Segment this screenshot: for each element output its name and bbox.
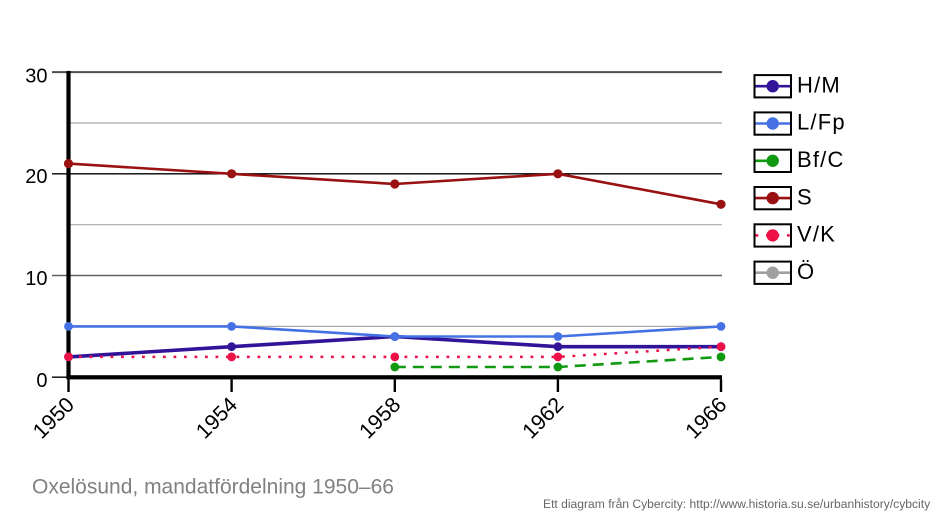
svg-text:0: 0 <box>36 370 47 392</box>
svg-text:Ö: Ö <box>797 259 815 284</box>
svg-text:10: 10 <box>25 268 47 290</box>
svg-text:V/K: V/K <box>797 222 836 247</box>
svg-text:30: 30 <box>25 66 47 88</box>
svg-text:L/Fp: L/Fp <box>797 110 846 135</box>
svg-text:Ett diagram från Cybercity: ht: Ett diagram från Cybercity: http://www.h… <box>543 497 931 511</box>
svg-text:Oxelösund, mandatfördelning 19: Oxelösund, mandatfördelning 1950–66 <box>32 476 394 499</box>
svg-text:Bf/C: Bf/C <box>797 147 845 172</box>
svg-text:20: 20 <box>25 166 47 188</box>
svg-text:H/M: H/M <box>797 72 841 97</box>
svg-text:S: S <box>797 184 813 209</box>
